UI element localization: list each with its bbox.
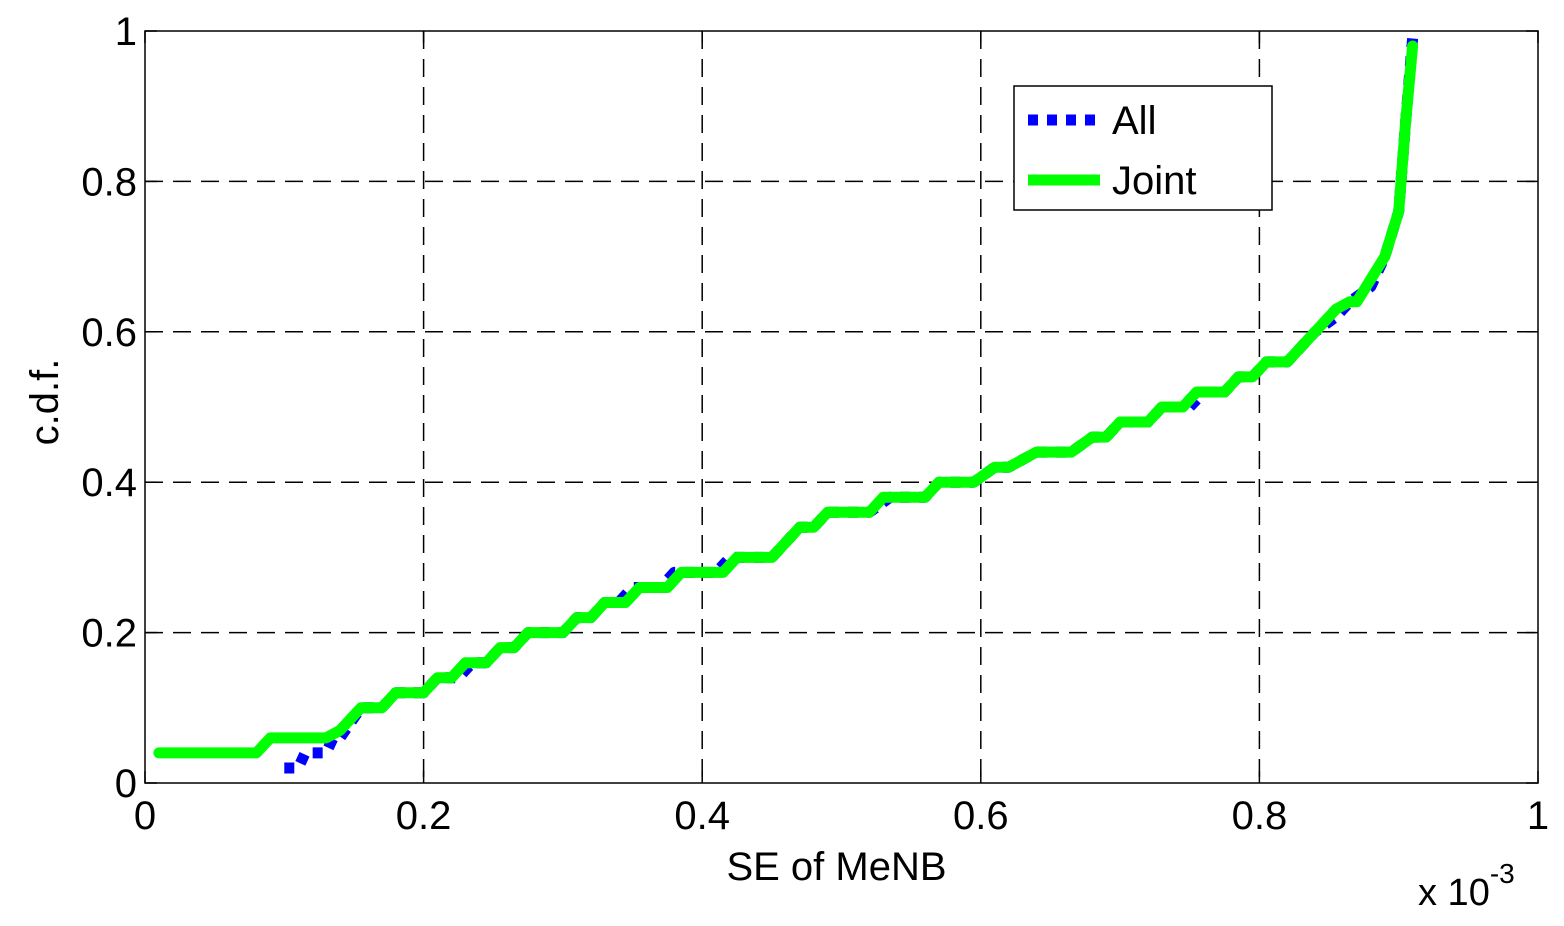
series-lines — [153, 38, 1419, 774]
y-tick-label: 1 — [115, 10, 137, 54]
x-tick-label: 0.4 — [674, 794, 730, 838]
x-tick-label: 1 — [1527, 794, 1549, 838]
y-tick-label: 0.2 — [81, 612, 137, 656]
x-axis-exponent: x 10-3 — [1418, 858, 1515, 914]
y-tick-label: 0.6 — [81, 311, 137, 355]
grid-lines — [145, 31, 1538, 783]
legend-label-all: All — [1112, 99, 1156, 143]
x-tick-label: 0.8 — [1232, 794, 1288, 838]
x-axis-exponent-power: -3 — [1490, 858, 1515, 889]
plot-frame — [144, 30, 1539, 784]
axis-ticks — [144, 30, 1539, 784]
x-tick-label: 0.2 — [396, 794, 452, 838]
x-tick-label: 0.6 — [953, 794, 1009, 838]
legend-box — [1013, 85, 1273, 211]
tick-labels: 0 0.2 0.4 0.6 0.8 1 0 0.2 0.4 0.6 0.8 1 — [81, 10, 1549, 838]
x-tick-label: 0 — [134, 794, 156, 838]
y-axis-label: c.d.f. — [23, 359, 67, 446]
y-tick-label: 0.4 — [81, 461, 137, 505]
y-tick-label: 0 — [115, 762, 137, 806]
legend: All Joint — [1013, 85, 1273, 211]
x-axis-exponent-base: x 10 — [1418, 872, 1490, 914]
y-tick-label: 0.8 — [81, 160, 137, 204]
series-line-joint — [153, 40, 1419, 759]
legend-label-joint: Joint — [1112, 159, 1197, 203]
x-axis-label: SE of MeNB — [726, 845, 946, 889]
